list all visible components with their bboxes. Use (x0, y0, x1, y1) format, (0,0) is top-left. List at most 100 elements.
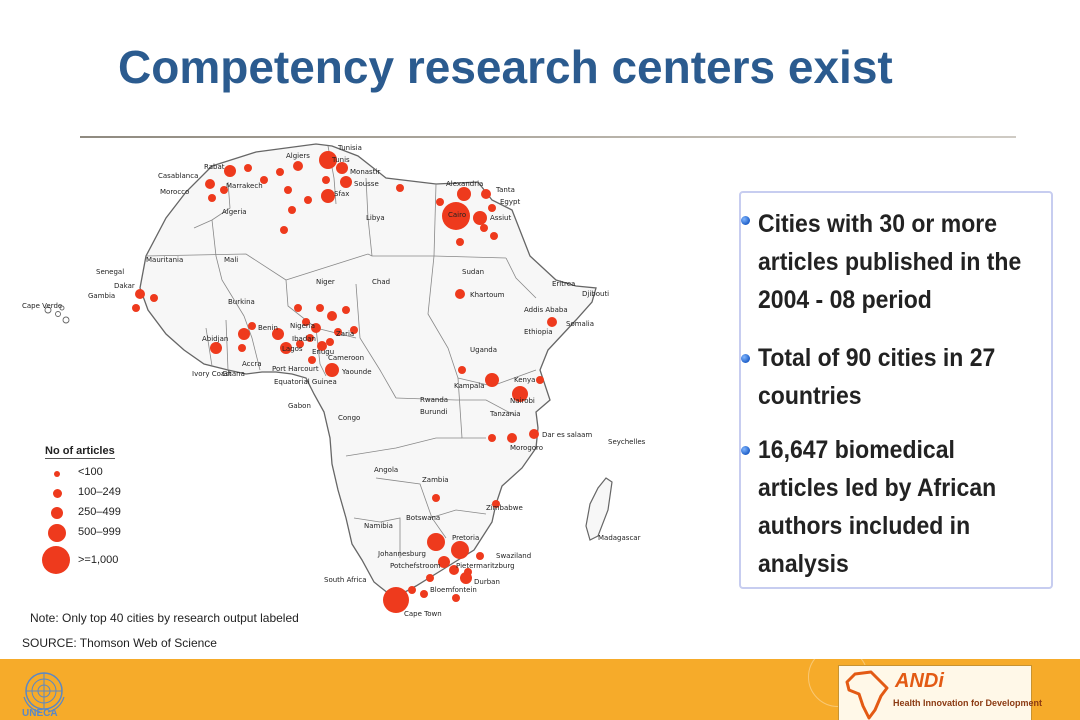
country-label: Tanzania (489, 410, 520, 418)
map-country-labels: Morocco Algeria Tunisia Libya Egypt Sene… (22, 144, 646, 584)
city-label: Potchefstroom (390, 562, 441, 570)
country-label: Gambia (88, 292, 115, 300)
city-label: Algiers (286, 152, 310, 160)
country-label: Cameroon (328, 354, 364, 362)
legend-row: 100–249 (40, 486, 140, 506)
un-emblem-icon (20, 669, 68, 719)
country-label: Sudan (462, 268, 484, 276)
andi-wordmark: ANDi (895, 670, 944, 692)
country-label: Namibia (364, 522, 393, 530)
footer-bar: UNECA ANDi Health Innovation for Develop… (0, 647, 1080, 720)
city-label: Enugu (312, 348, 334, 356)
country-label: Somalia (566, 320, 594, 328)
map-city-labels: Rabat Casablanca Marrakech Algiers Tunis… (114, 152, 592, 618)
country-label: Ghana (222, 370, 245, 378)
bullet-text: 16,647 biomedical articles led by Africa… (758, 436, 997, 578)
country-label: Zimbabwe (486, 504, 523, 512)
city-label: Sfax (334, 190, 349, 198)
country-label: Ivory Coast (192, 370, 232, 378)
city-label: Dar es salaam (542, 431, 592, 439)
country-label: Madagascar (598, 534, 641, 542)
legend-label: 250–499 (78, 506, 121, 518)
legend-label: >=1,000 (78, 554, 119, 566)
country-label: Chad (372, 278, 390, 286)
legend-label: <100 (78, 466, 103, 478)
city-label: Assiut (490, 214, 511, 222)
country-label: Algeria (222, 208, 247, 216)
bullet-icon (741, 354, 750, 363)
country-label: Niger (316, 278, 335, 286)
city-label: Tanta (495, 186, 515, 194)
legend-dot-icon (54, 471, 60, 477)
country-label: Kenya (514, 376, 535, 384)
island-outlines (44, 305, 70, 324)
country-label: Congo (338, 414, 360, 422)
country-label: Gabon (288, 402, 311, 410)
legend-dot-icon (53, 489, 62, 498)
city-label: Sousse (354, 180, 379, 188)
country-label: Egypt (500, 198, 520, 206)
city-label: Casablanca (158, 172, 198, 180)
legend-label: 500–999 (78, 526, 121, 538)
city-label: Dakar (114, 282, 135, 290)
legend-dot-icon (51, 507, 63, 519)
city-label: Cape Town (404, 610, 442, 618)
africa-logo-icon (845, 670, 889, 720)
country-label: Seychelles (608, 438, 646, 446)
country-label: Uganda (470, 346, 497, 354)
legend-row: 250–499 (40, 506, 140, 526)
city-label: Johannesburg (377, 550, 426, 558)
city-label: Nairobi (510, 397, 535, 405)
africa-map-svg: Rabat Casablanca Marrakech Algiers Tunis… (22, 143, 646, 618)
country-label: Botswana (406, 514, 440, 522)
country-label: Morocco (160, 188, 189, 196)
uneca-label: UNECA (22, 708, 58, 719)
bullet-text: Cities with 30 or more articles publishe… (758, 210, 1022, 314)
slide-title: Competency research centers exist (118, 41, 893, 93)
country-label: Angola (374, 466, 398, 474)
country-label: Mali (224, 256, 238, 264)
city-label: Bloemfontein (430, 586, 477, 594)
city-label: Addis Ababa (524, 306, 568, 314)
country-label: Burkina (228, 298, 255, 306)
country-label: Swaziland (496, 552, 531, 560)
country-label: Tunisia (337, 144, 362, 152)
map-legend: No of articles <100 100–249 250–499 500–… (40, 442, 140, 582)
bullet-icon (741, 446, 750, 455)
country-label: Cape Verde (22, 302, 62, 310)
country-label: Senegal (96, 268, 124, 276)
country-label: Ethiopia (524, 328, 553, 336)
country-label: Mauritania (146, 256, 183, 264)
research-city-dots (132, 151, 557, 613)
city-label: Kampala (454, 382, 485, 390)
madagascar-outline (585, 477, 613, 541)
city-label: Pretoria (452, 534, 479, 542)
city-label: Durban (474, 578, 500, 586)
country-label: Djibouti (582, 290, 609, 298)
city-label: Cairo (448, 211, 466, 219)
city-label: Marrakech (226, 182, 263, 190)
city-label: Lagos (282, 345, 303, 353)
city-label: Abidjan (202, 335, 228, 343)
country-label: Burundi (420, 408, 447, 416)
title-divider (80, 136, 1016, 138)
legend-dot-icon (48, 524, 66, 542)
city-label: Monastir (350, 168, 380, 176)
legend-row: 500–999 (40, 524, 140, 546)
bullet-text: Total of 90 cities in 27 countries (758, 344, 996, 410)
legend-row: >=1,000 (40, 546, 140, 574)
map-footnote: Note: Only top 40 cities by research out… (30, 611, 299, 625)
country-label: Benin (258, 324, 278, 332)
country-label: Eritrea (552, 280, 575, 288)
city-label: Tunis (331, 156, 350, 164)
city-label: Morogoro (510, 444, 543, 452)
city-label: Pietermaritzburg (456, 562, 515, 570)
city-label: Port Harcourt (272, 365, 319, 373)
country-label: Nigeria (290, 322, 315, 330)
city-label: Khartoum (470, 291, 505, 299)
source-citation: SOURCE: Thomson Web of Science (22, 636, 217, 650)
legend-dot-icon (42, 546, 70, 574)
city-label: Yaounde (341, 368, 372, 376)
country-label: Equatorial Guinea (274, 378, 337, 386)
city-label: Zaria (336, 330, 354, 338)
